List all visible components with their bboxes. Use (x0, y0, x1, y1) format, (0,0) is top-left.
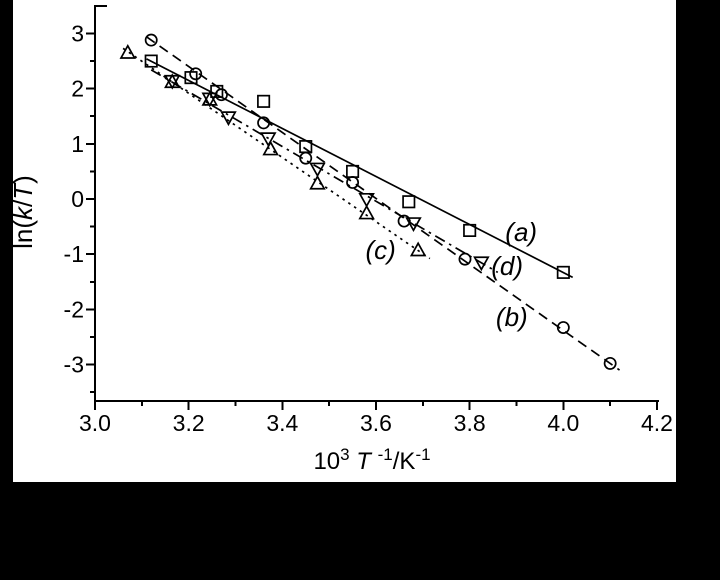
x-tick-label: 4.2 (641, 410, 673, 436)
y-tick-label: -2 (64, 296, 84, 322)
triangle-down-marker (358, 192, 375, 208)
square-marker (556, 265, 570, 279)
circle-marker (458, 252, 472, 266)
circle-marker (556, 321, 570, 334)
series-a-trend-line (146, 58, 574, 279)
series-d-trend-line (150, 69, 499, 274)
x-tick-label: 3.0 (79, 410, 111, 436)
x-axis-title: 103 T -1/K-1 (313, 445, 430, 475)
series-c-trend-line (122, 47, 431, 260)
series-a-label: (a) (505, 217, 537, 247)
y-axis-title: ln(k/T) (8, 175, 38, 249)
square-marker (402, 195, 416, 209)
triangle-down-marker (473, 256, 490, 272)
y-tick-label: -3 (64, 352, 84, 378)
y-tick-label: 3 (71, 20, 84, 46)
triangle-down-marker (260, 132, 277, 148)
circle-marker (257, 116, 271, 130)
x-tick-label: 4.0 (547, 410, 579, 436)
triangle-down-marker (309, 162, 326, 178)
triangle-up-marker (309, 174, 326, 190)
x-tick-label: 3.2 (173, 410, 205, 436)
series-b: (b) (144, 33, 621, 371)
triangle-down-marker (405, 217, 422, 233)
y-tick-label: 2 (71, 76, 84, 102)
series-d-label: (d) (491, 251, 523, 281)
axes (86, 5, 659, 410)
circle-marker (144, 33, 158, 47)
y-tick-label: 0 (71, 186, 84, 212)
series-b-label: (b) (496, 302, 528, 332)
series-c-label: (c) (366, 235, 396, 265)
series-d: (d) (150, 69, 523, 281)
x-tick-label: 3.6 (360, 410, 392, 436)
circle-marker (189, 67, 203, 81)
series-b-trend-line (146, 36, 621, 371)
square-marker (463, 223, 477, 237)
square-marker (257, 94, 271, 108)
x-tick-label: 3.4 (266, 410, 298, 436)
circle-marker (603, 356, 617, 370)
triangle-up-marker (358, 204, 375, 220)
circle-marker (346, 175, 360, 189)
circle-marker (299, 151, 313, 165)
triangle-down-marker (164, 74, 181, 90)
triangle-up-marker (119, 44, 137, 59)
series-c: (c) (119, 44, 431, 265)
y-tick-label: -1 (64, 241, 84, 267)
triangle-down-marker (201, 92, 218, 108)
x-tick-label: 3.8 (454, 410, 486, 436)
square-marker (144, 54, 158, 68)
triangle-down-marker (220, 111, 237, 127)
triangle-up-marker (409, 241, 427, 257)
y-tick-label: 1 (71, 131, 84, 157)
triangle-up-marker (262, 140, 279, 156)
